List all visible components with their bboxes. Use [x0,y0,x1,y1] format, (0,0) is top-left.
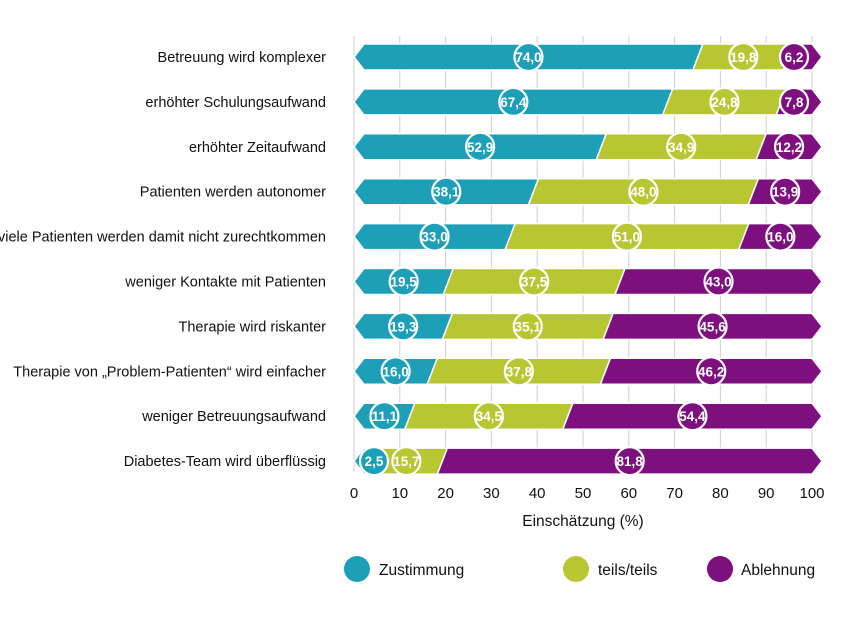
legend-label: Zustimmung [379,562,464,579]
value-label: 38,1 [433,185,460,200]
value-label: 13,9 [772,185,798,200]
value-marker [709,86,740,118]
value-label: 67,4 [500,95,527,110]
value-label: 2,5 [365,454,384,469]
value-label: 37,8 [506,364,533,379]
x-tick-label: 20 [437,485,454,502]
value-label: 35,1 [515,319,542,334]
category-label: Betreuung wird komplexer [158,50,327,66]
value-label: 34,5 [476,409,503,424]
value-marker [703,266,734,297]
value-marker [380,356,411,387]
value-marker [369,401,400,432]
value-marker [358,446,390,477]
value-label: 15,7 [393,454,419,469]
value-marker [773,131,805,162]
value-marker [666,131,697,162]
value-marker [778,41,810,73]
value-label: 6,2 [785,50,804,65]
category-label: Therapie von „Problem-Patienten“ wird ei… [13,364,326,380]
value-marker [391,446,422,477]
value-marker [677,401,708,432]
value-label: 54,4 [679,409,706,424]
value-label: 81,8 [617,454,644,469]
legend-swatch [563,556,589,582]
value-labels: 74,0 19,8 6,2 67,4 24,8 7,8 52,9 34,9 12,2 38,1 48… [358,41,810,477]
value-label: 11,1 [372,409,398,424]
category-label: Diabetes-Team wird überflüssig [124,454,326,470]
value-marker [431,176,462,207]
category-label: Therapie wird riskanter [179,319,327,335]
value-marker [697,311,728,342]
x-tick-label: 10 [391,485,408,502]
value-label: 24,8 [711,95,738,110]
value-marker [765,221,796,252]
value-label: 51,0 [614,230,640,245]
value-marker [778,86,810,118]
value-label: 43,0 [705,275,731,290]
value-marker [503,356,534,387]
value-marker [388,266,419,297]
value-label: 48,0 [630,185,656,200]
value-marker [611,221,643,252]
value-marker [419,221,450,252]
value-label: 7,8 [785,95,804,110]
x-axis: Einschätzung (%) 0 10 20 30 40 50 60 70 80 90 100 [350,485,825,530]
x-tick-label: 70 [666,485,683,502]
category-label: erhöhter Zeitaufwand [189,140,326,156]
category-label: weniger Kontakte mit Patienten [124,275,326,291]
value-marker [388,311,419,342]
x-tick-label: 30 [483,485,500,502]
value-marker [614,446,645,477]
value-marker [728,41,759,73]
category-label: weniger Betreuungsaufwand [141,409,326,425]
value-marker [519,266,550,297]
x-tick-label: 0 [350,485,358,502]
value-marker [628,176,659,207]
value-marker [513,41,544,73]
value-label: 74,0 [515,50,541,65]
x-tick-label: 90 [758,485,775,502]
category-label: Patienten werden autonomer [140,185,326,201]
legend-swatch [344,556,370,582]
x-tick-label: 50 [575,485,592,502]
value-label: 19,5 [391,275,418,290]
value-label: 34,9 [668,140,694,155]
legend: Zustimmung teils/teils Ablehnung [344,556,815,582]
legend-swatch [707,556,733,582]
category-label: erhöhter Schulungsaufwand [145,95,326,111]
value-marker [473,401,504,432]
value-label: 16,0 [767,230,793,245]
value-marker [696,356,727,387]
legend-label: teils/teils [598,562,658,579]
value-label: 16,0 [382,364,408,379]
category-label: viele Patienten werden damit nicht zurec… [0,230,326,246]
category-labels: Betreuung wird komplexer erhöhter Schulun… [0,50,326,470]
value-label: 12,2 [776,140,802,155]
value-label: 37,5 [521,275,548,290]
value-label: 19,8 [730,50,757,65]
value-marker [512,311,543,342]
value-label: 45,6 [699,319,726,334]
x-tick-label: 60 [620,485,637,502]
legend-label: Ablehnung [741,562,815,579]
x-tick-label: 100 [799,485,824,502]
x-axis-title: Einschätzung (%) [522,513,643,530]
value-label: 19,3 [390,319,417,334]
value-label: 46,2 [698,364,724,379]
value-marker [498,86,529,118]
value-label: 33,0 [421,230,447,245]
value-label: 52,9 [467,140,493,155]
x-tick-label: 40 [529,485,546,502]
value-marker [465,131,496,162]
bars [353,43,823,475]
value-marker [770,176,801,207]
x-tick-label: 80 [712,485,729,502]
